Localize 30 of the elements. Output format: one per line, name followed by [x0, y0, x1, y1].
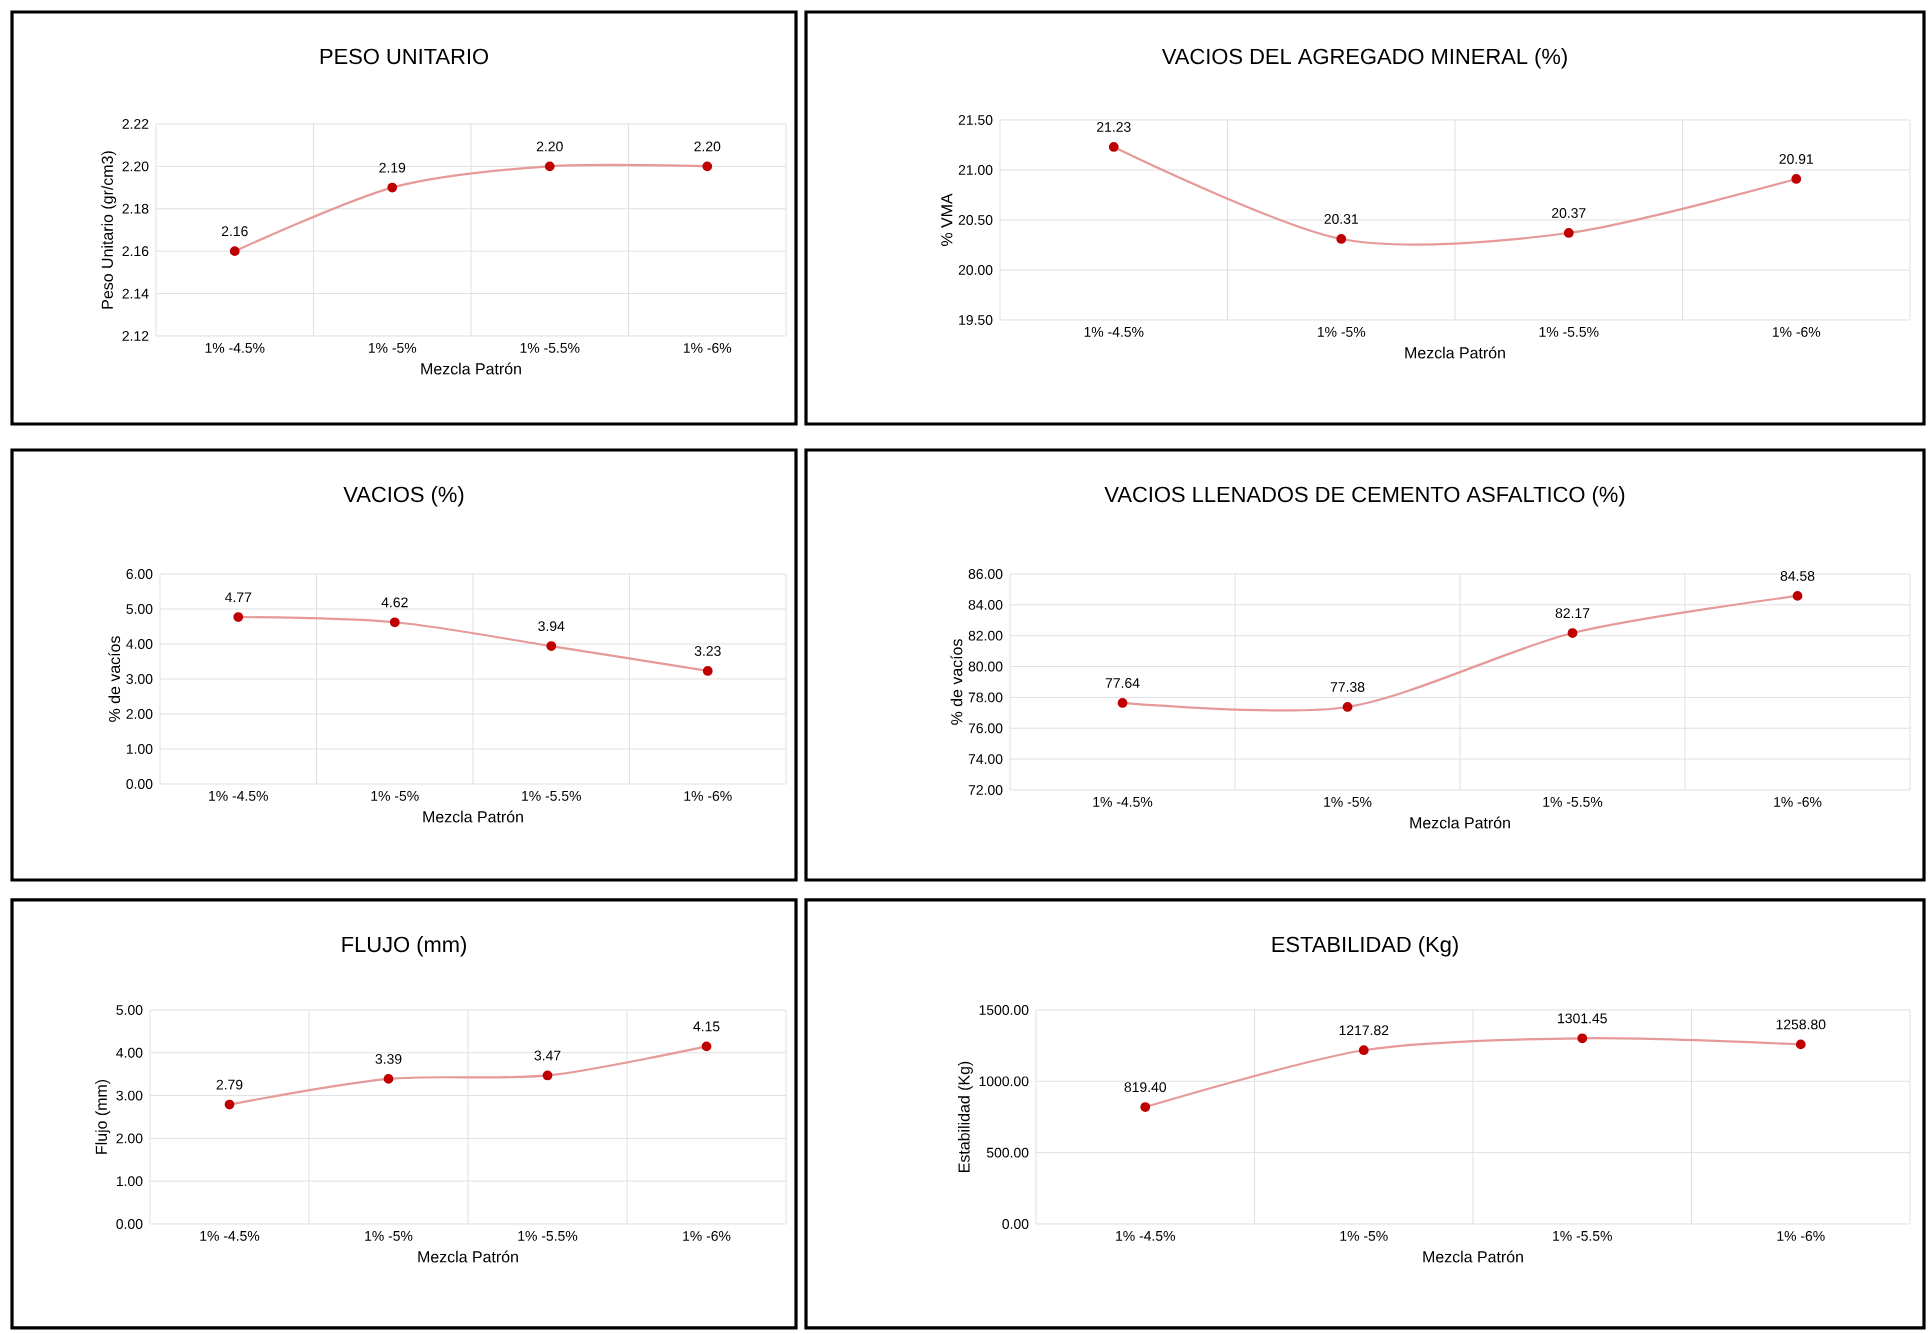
point: [1791, 174, 1802, 184]
chart-title: ESTABILIDAD (Kg): [1272, 936, 1458, 957]
point: [1563, 228, 1574, 238]
point: [542, 1070, 553, 1081]
point: [546, 641, 557, 651]
point: [229, 246, 240, 257]
point: [233, 612, 244, 622]
chart-title: FLUJO (mm): [342, 936, 466, 957]
point: [1567, 628, 1578, 638]
point: [383, 1073, 394, 1084]
point: [1358, 1045, 1369, 1056]
point: [1140, 1102, 1151, 1112]
point: [1108, 142, 1119, 152]
point: [1117, 698, 1128, 708]
point: [1336, 234, 1347, 244]
point: [1342, 702, 1353, 712]
point: [1792, 591, 1803, 601]
chart-title: VACIOS DEL AGREGADO MINERAL (%): [1161, 48, 1567, 69]
point: [389, 617, 400, 628]
point: [387, 182, 398, 193]
point: [702, 161, 713, 172]
chart-title: VACIOS (%): [343, 486, 464, 507]
chart-title: PESO UNITARIO: [320, 48, 489, 65]
point: [1577, 1033, 1588, 1044]
point: [702, 666, 713, 676]
point: [1795, 1039, 1806, 1050]
point: [544, 161, 555, 172]
point: [224, 1099, 235, 1110]
chart-title: VACIOS LLENADOS DE CEMENTO ASFALTICO (%): [1104, 486, 1625, 507]
point: [701, 1041, 712, 1052]
